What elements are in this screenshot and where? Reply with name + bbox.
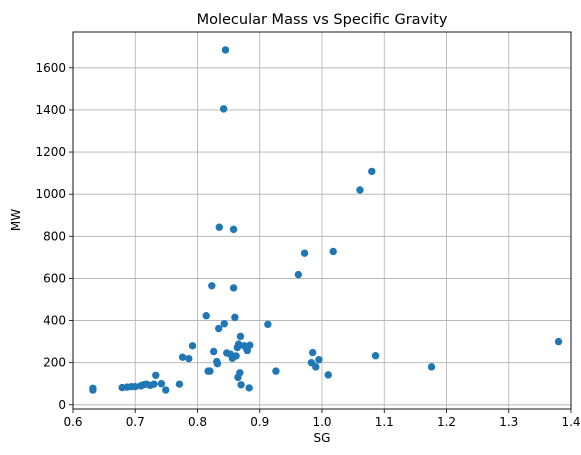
- data-point: [220, 320, 228, 328]
- data-point: [427, 363, 436, 371]
- data-point: [324, 371, 332, 379]
- data-point: [356, 186, 364, 194]
- data-point: [178, 353, 187, 361]
- data-point: [202, 311, 210, 320]
- data-point: [312, 363, 320, 371]
- data-point: [150, 380, 158, 388]
- data-point: [231, 313, 239, 322]
- data-point: [208, 282, 216, 290]
- data-point: [229, 225, 238, 234]
- x-tick-label: 0.9: [250, 415, 269, 429]
- x-tick-label: 0.7: [126, 415, 145, 429]
- x-tick-label: 1.3: [499, 415, 518, 429]
- data-point: [215, 223, 223, 231]
- data-point: [131, 382, 139, 391]
- data-point: [206, 367, 214, 375]
- data-point: [236, 332, 245, 341]
- data-point: [214, 324, 223, 333]
- y-axis-ticks: 0 200 400 600 800 1000 1200 1400 1600: [35, 61, 73, 412]
- y-tick-label: 1000: [35, 187, 66, 201]
- data-point: [157, 380, 166, 388]
- data-point: [371, 352, 380, 360]
- data-point: [185, 354, 193, 363]
- data-point: [175, 380, 184, 388]
- x-tick-label: 0.8: [188, 415, 207, 429]
- data-point: [246, 341, 254, 349]
- data-point: [209, 347, 218, 356]
- data-point: [245, 384, 253, 392]
- data-point: [300, 249, 309, 257]
- grid-lines: [72, 32, 572, 409]
- chart-title: Molecular Mass vs Specific Gravity: [197, 12, 448, 28]
- y-tick-label: 200: [43, 356, 66, 370]
- y-tick-label: 0: [58, 398, 66, 412]
- data-point: [368, 167, 376, 176]
- data-point: [308, 348, 317, 357]
- data-point: [237, 381, 245, 389]
- x-tick-label: 1.1: [375, 415, 394, 429]
- y-tick-label: 1600: [35, 61, 66, 75]
- data-point: [329, 247, 337, 256]
- x-tick-label: 0.6: [63, 415, 82, 429]
- data-point: [272, 367, 280, 375]
- y-tick-label: 400: [43, 314, 66, 328]
- data-point: [264, 320, 272, 329]
- data-point: [229, 284, 238, 292]
- y-tick-label: 800: [43, 229, 66, 243]
- data-point: [152, 371, 160, 380]
- x-tick-label: 1.4: [561, 415, 580, 429]
- y-tick-label: 1200: [35, 145, 66, 159]
- y-tick-label: 1400: [35, 103, 66, 117]
- data-point: [162, 386, 170, 394]
- data-point: [315, 356, 323, 364]
- x-tick-label: 1.0: [312, 415, 331, 429]
- y-tick-label: 600: [43, 271, 66, 285]
- y-axis-label: MW: [9, 209, 23, 231]
- data-point: [234, 340, 243, 348]
- x-tick-label: 1.2: [437, 415, 456, 429]
- data-points: [89, 46, 563, 394]
- data-point: [89, 384, 97, 393]
- data-point: [236, 369, 244, 377]
- x-axis-ticks: 0.6 0.7 0.8 0.9 1.0 1.1 1.2 1.3 1.4: [63, 409, 581, 429]
- x-axis-label: SG: [314, 431, 331, 445]
- data-point: [188, 342, 197, 350]
- data-point: [213, 360, 222, 368]
- data-point: [294, 270, 303, 279]
- data-point: [219, 105, 228, 113]
- data-point: [232, 352, 240, 360]
- data-point: [221, 46, 230, 54]
- data-point: [554, 337, 563, 346]
